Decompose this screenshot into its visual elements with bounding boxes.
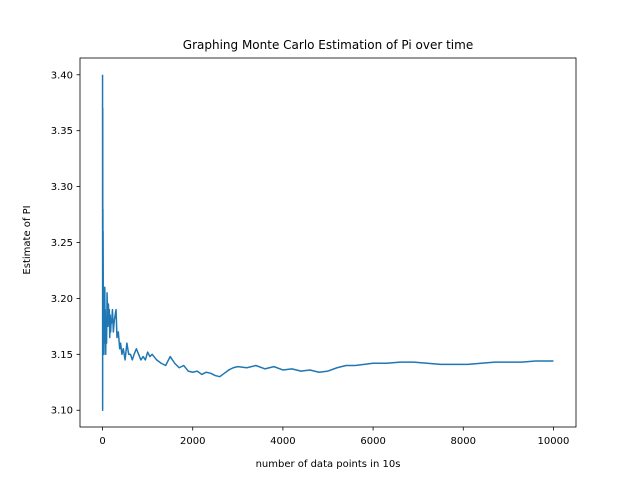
- x-axis-ticks: 0 2000 4000 6000 8000 10000: [99, 427, 569, 447]
- x-axis-label: number of data points in 10s: [256, 459, 401, 470]
- y-tick-label: 3.35: [51, 126, 73, 137]
- x-tick-label: 0: [99, 436, 105, 447]
- y-tick-label: 3.10: [51, 406, 73, 417]
- y-axis-ticks: 3.10 3.15 3.20 3.25 3.30 3.35 3.40: [51, 70, 80, 417]
- chart-title: Graphing Monte Carlo Estimation of Pi ov…: [183, 38, 473, 52]
- y-axis-label: Estimate of PI: [22, 205, 33, 274]
- series-line-0: [101, 74, 554, 411]
- y-tick-label: 3.15: [51, 350, 73, 361]
- x-tick-label: 2000: [180, 436, 205, 447]
- y-tick-label: 3.30: [51, 182, 73, 193]
- x-tick-label: 10000: [538, 436, 570, 447]
- plot-area: [101, 74, 554, 411]
- axes-frame: [79, 57, 577, 428]
- y-tick-label: 3.25: [51, 238, 73, 249]
- x-tick-label: 4000: [270, 436, 295, 447]
- x-tick-label: 8000: [451, 436, 476, 447]
- y-tick-label: 3.40: [51, 70, 73, 81]
- y-tick-label: 3.20: [51, 294, 73, 305]
- x-tick-label: 6000: [360, 436, 385, 447]
